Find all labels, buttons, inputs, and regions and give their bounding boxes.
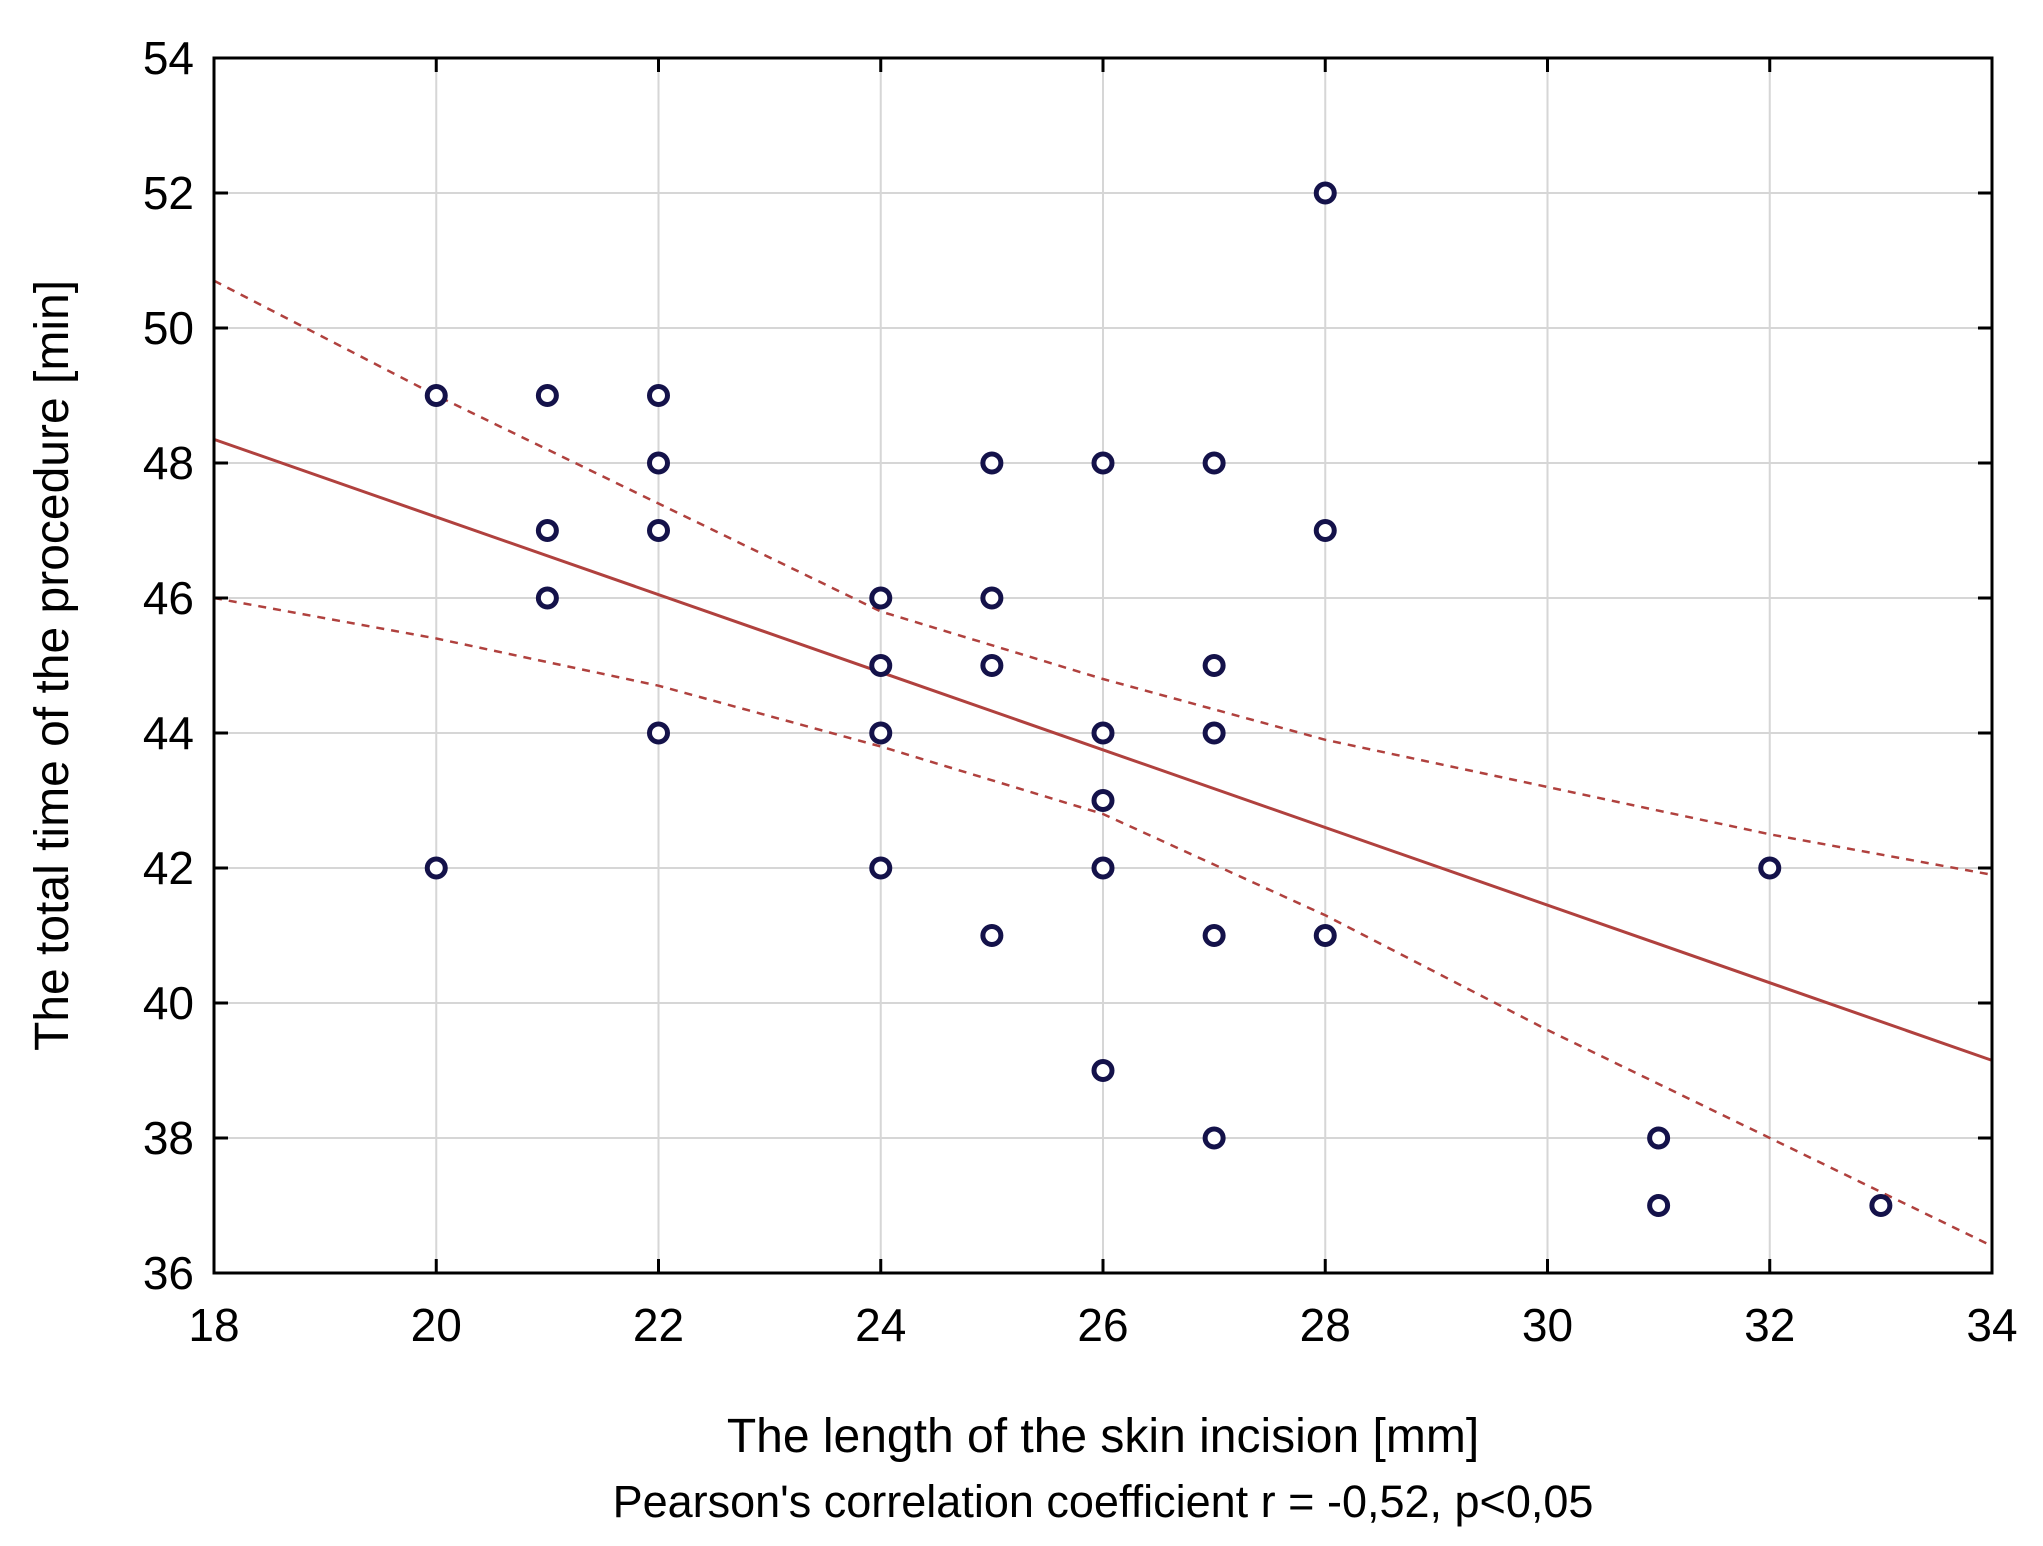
data-point: [1091, 856, 1115, 880]
data-point: [1647, 1194, 1671, 1217]
data-point: [647, 721, 670, 745]
x-tick-label: 26: [1077, 1299, 1128, 1351]
data-point: [535, 586, 559, 610]
data-point: [980, 654, 1004, 677]
lower-confidence-band: [213, 596, 1993, 1248]
data-point: [535, 384, 559, 407]
data-point: [424, 384, 448, 407]
data-point: [1202, 721, 1226, 745]
x-axis-title: The length of the skin incision [mm]: [727, 1410, 1479, 1463]
regression-line: [213, 437, 1993, 1062]
y-tick-label: 52: [143, 167, 194, 219]
y-axis-title: The total time of the procedure [min]: [26, 280, 79, 1051]
data-point: [1202, 924, 1226, 947]
data-point: [1758, 856, 1782, 880]
x-tick-label: 30: [1522, 1299, 1573, 1351]
data-point: [980, 924, 1004, 947]
data-points: [424, 181, 1893, 1217]
data-point: [647, 519, 670, 542]
data-point: [869, 586, 893, 610]
y-axis-ticks: 36 38 40 42 44 46 48 50 52 54: [143, 32, 1992, 1299]
data-point: [1202, 451, 1226, 475]
data-point: [1647, 1126, 1671, 1150]
y-tick-label: 54: [143, 32, 194, 84]
data-point: [1091, 451, 1115, 475]
data-point: [869, 654, 893, 677]
y-tick-label: 50: [143, 302, 194, 354]
correlation-annotation: Pearson's correlation coefficient r = -0…: [613, 1476, 1594, 1527]
grid: [214, 58, 1992, 1273]
data-point: [1091, 789, 1115, 812]
x-tick-label: 28: [1300, 1299, 1351, 1351]
data-point: [1869, 1194, 1893, 1217]
y-tick-label: 40: [143, 977, 194, 1029]
data-point: [869, 856, 893, 880]
data-point: [647, 451, 670, 475]
data-point: [980, 451, 1004, 475]
data-point: [1313, 181, 1337, 205]
data-point: [1313, 924, 1337, 947]
y-tick-label: 38: [143, 1112, 194, 1164]
y-tick-label: 46: [143, 572, 194, 624]
x-tick-label: 18: [188, 1299, 239, 1351]
y-tick-label: 44: [143, 707, 194, 759]
y-tick-label: 48: [143, 437, 194, 489]
data-point: [869, 721, 893, 745]
data-point: [424, 856, 448, 880]
x-tick-label: 32: [1744, 1299, 1795, 1351]
x-tick-label: 22: [633, 1299, 684, 1351]
y-tick-label: 36: [143, 1247, 194, 1299]
data-point: [1202, 1126, 1226, 1150]
x-tick-label: 20: [411, 1299, 462, 1351]
data-point: [1091, 721, 1115, 745]
x-tick-label: 24: [855, 1299, 906, 1351]
data-point: [1202, 654, 1226, 677]
confidence-bands: [213, 279, 1993, 1248]
data-point: [1313, 519, 1337, 542]
data-point: [535, 519, 559, 542]
y-tick-label: 42: [143, 842, 194, 894]
data-point: [980, 586, 1004, 610]
upper-confidence-band: [213, 279, 1993, 877]
x-tick-label: 34: [1966, 1299, 2017, 1351]
data-point: [1091, 1059, 1115, 1082]
x-axis-ticks: 18 20 22 24 26 28 30 32 34: [188, 58, 2018, 1351]
regression-line-group: [213, 437, 1993, 1062]
data-point: [647, 384, 670, 407]
